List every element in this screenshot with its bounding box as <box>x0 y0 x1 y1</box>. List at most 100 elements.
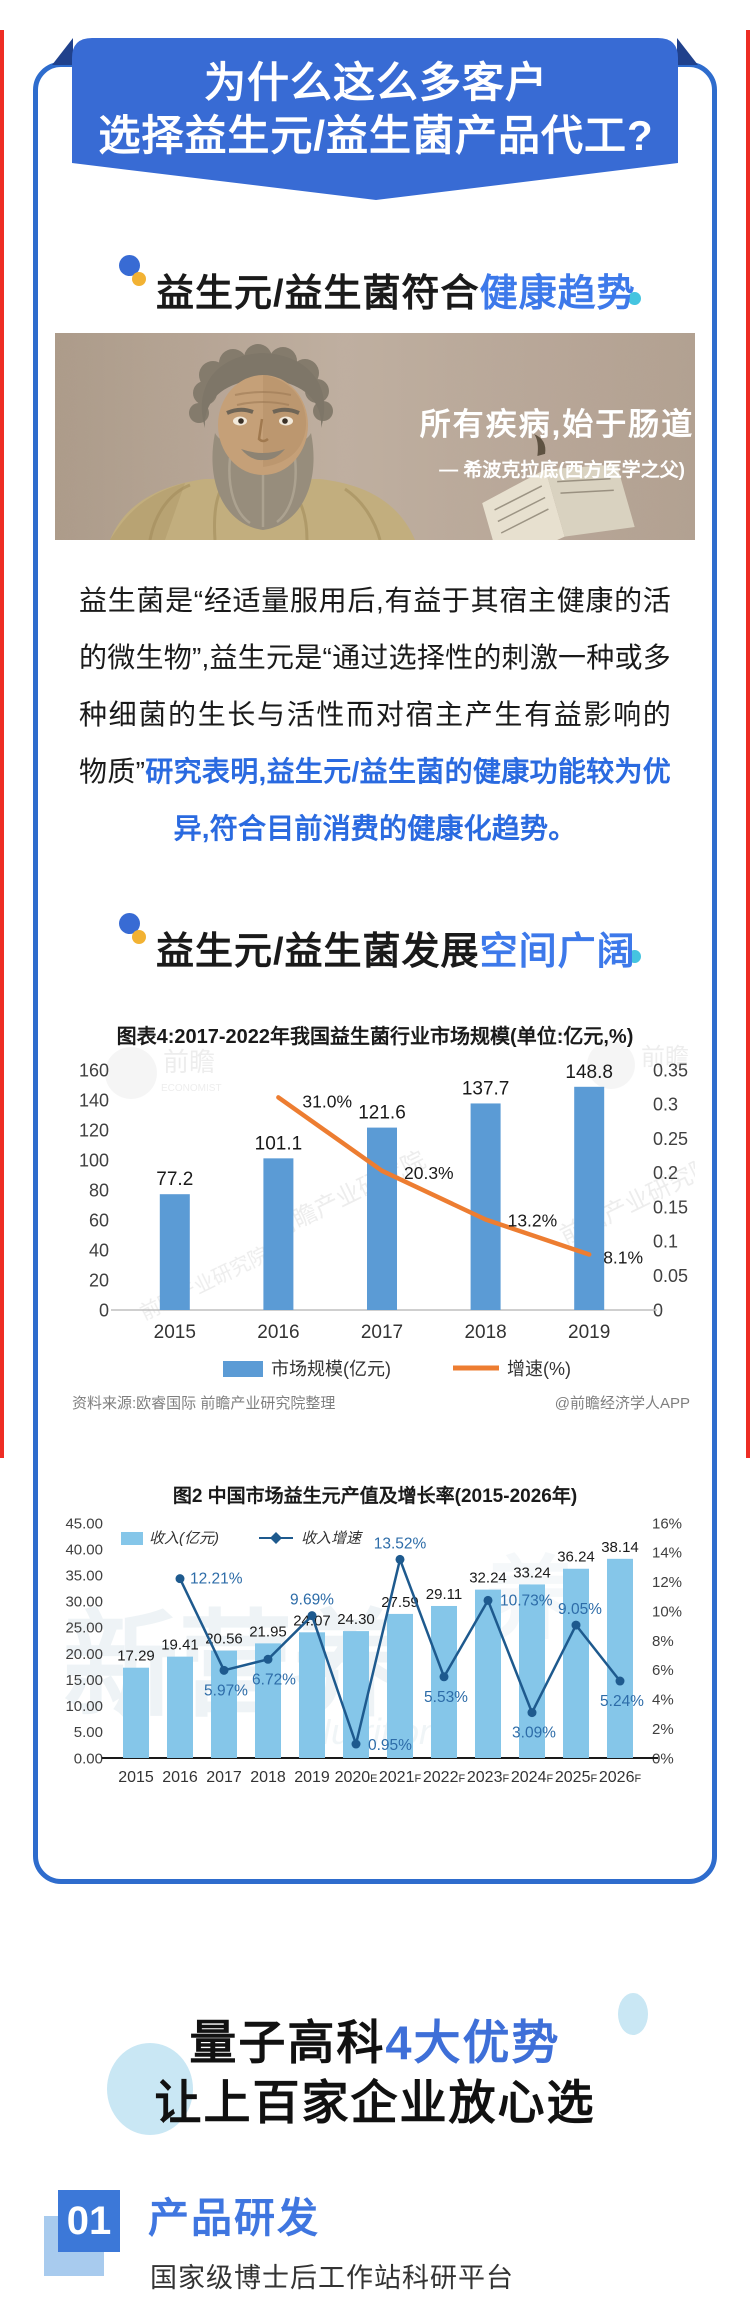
x-axis-label: 2017 <box>361 1322 403 1343</box>
bar-2019 <box>299 1632 325 1758</box>
advantage1-title: 产品研发 <box>148 2195 320 2241</box>
left-axis-tick: 60 <box>89 1210 109 1230</box>
left-axis-tick: 100 <box>79 1150 109 1170</box>
bar-2015 <box>159 1194 190 1310</box>
paragraph-normal-text: 益生菌是“经适量服用后,有益于其宿主健康的活的微生物”,益生元是“通过选择性的刺… <box>79 585 671 787</box>
right-axis-tick: 0.05 <box>653 1266 688 1286</box>
legend-bar-swatch <box>121 1532 143 1545</box>
decorative-ellipse-large <box>107 2043 193 2135</box>
page-title-line2: 选择益生元/益生菌产品代工? <box>98 112 654 159</box>
hero-attribution: — 希波克拉底(西方医学之父) <box>439 458 685 481</box>
portrait <box>110 344 415 540</box>
hippocrates-image: 所有疾病,始于肠道 — 希波克拉底(西方医学之父) <box>55 333 695 540</box>
x-axis-label: 2015 <box>118 1769 154 1786</box>
advantage1-subtitle: 国家级博士后工作站科研平台 <box>150 2263 514 2293</box>
x-axis-label: 2022F <box>423 1769 466 1786</box>
left-axis-tick: 160 <box>79 1060 109 1080</box>
section2-heading-black: 益生元/益生菌发展 <box>156 931 480 973</box>
left-axis-tick: 5.00 <box>74 1724 103 1741</box>
section2-heading: 益生元/益生菌发展空间广阔 <box>156 920 636 975</box>
footer-heading-black: 量子高科 <box>189 2016 386 2069</box>
bar-value-label: 38.14 <box>601 1539 639 1556</box>
line-marker <box>395 1554 405 1564</box>
growth-rate-label: 20.3% <box>404 1163 454 1183</box>
watermark: 前瞻 ECONOMIST 前瞻 前瞻产业研究院 前瞻产业研究院 前瞻产业研究院 <box>105 1041 695 1325</box>
chart-title: 图表4:2017-2022年我国益生菌行业市场规模(单位:亿元,%) <box>117 1024 634 1048</box>
legend-bar-label: 市场规模(亿元) <box>271 1359 391 1379</box>
line-marker <box>219 1665 229 1675</box>
line-marker <box>483 1595 493 1605</box>
left-axis-tick: 40 <box>89 1240 109 1260</box>
paragraph-highlight-text: 研究表明,益生元/益生菌的健康功能较为优异,符合目前消费的健康化趋势。 <box>145 756 671 844</box>
right-axis-tick: 8% <box>652 1633 674 1650</box>
svg-text:前瞻: 前瞻 <box>163 1047 215 1077</box>
left-axis-tick: 120 <box>79 1120 109 1140</box>
chart-source-right: @前瞻经济学人APP <box>554 1395 690 1412</box>
bar-2017 <box>367 1127 397 1310</box>
bar-2015 <box>123 1667 149 1758</box>
growth-rate-label: 13.52% <box>374 1535 427 1552</box>
decorative-yellow-dot <box>132 272 146 286</box>
x-axis-label: 2026F <box>599 1769 642 1786</box>
bar-value-label: 148.8 <box>565 1062 613 1083</box>
intro-paragraph: 益生菌是“经适量服用后,有益于其宿主健康的活的微生物”,益生元是“通过选择性的刺… <box>79 572 671 857</box>
page-title-line1: 为什么这么多客户 <box>203 59 548 106</box>
bar-2024F <box>519 1584 545 1758</box>
left-axis-tick: 0.00 <box>74 1750 103 1767</box>
line-marker <box>351 1739 361 1749</box>
bar-value-label: 21.95 <box>249 1623 287 1640</box>
growth-rate-label: 9.05% <box>558 1601 602 1618</box>
ribbon-fold-right <box>677 38 698 65</box>
bar-value-label: 19.41 <box>161 1637 199 1654</box>
right-axis-tick: 0.2 <box>653 1163 678 1183</box>
bar-value-label: 24.30 <box>337 1611 375 1628</box>
chart-title: 图2 中国市场益生元产值及增长率(2015-2026年) <box>173 1484 577 1507</box>
growth-rate-label: 5.24% <box>600 1693 644 1710</box>
decorative-blue-dot <box>119 255 140 276</box>
right-axis-tick: 6% <box>652 1662 674 1679</box>
left-axis-tick: 0 <box>99 1300 109 1320</box>
x-axis-label: 2016 <box>257 1322 299 1343</box>
right-axis-tick: 0.15 <box>653 1197 688 1217</box>
page-title: 为什么这么多客户 选择益生元/益生菌产品代工? <box>72 56 680 162</box>
bar-2026F <box>607 1558 633 1758</box>
bar-value-label: 36.24 <box>557 1549 595 1566</box>
legend-line-label: 增速(%) <box>507 1359 571 1379</box>
legend-line-label: 收入增速 <box>301 1530 363 1547</box>
section1-heading-black: 益生元/益生菌符合 <box>156 273 480 315</box>
left-axis-tick: 80 <box>89 1180 109 1200</box>
bar-2020E <box>343 1631 369 1758</box>
x-axis-label: 2025F <box>555 1769 598 1786</box>
left-axis-tick: 40.00 <box>65 1541 103 1558</box>
bar-value-label: 33.24 <box>513 1564 551 1581</box>
legend-bar-swatch <box>223 1361 263 1377</box>
left-edge-accent <box>0 30 4 1458</box>
right-axis-tick: 0% <box>652 1750 674 1767</box>
line-marker <box>307 1611 317 1621</box>
chart-source-left: 资料来源:欧睿国际 前瞻产业研究院整理 <box>72 1395 336 1412</box>
x-axis-label: 2021F <box>379 1769 422 1786</box>
bar-2022F <box>431 1605 457 1758</box>
right-edge-accent <box>746 30 750 1458</box>
svg-text:Nutrition: Nutrition <box>305 1711 439 1752</box>
bar-2016 <box>167 1656 193 1758</box>
line-marker <box>615 1676 625 1686</box>
bar-value-label: 17.29 <box>117 1648 155 1665</box>
left-axis-tick: 15.00 <box>65 1672 103 1689</box>
legend-line-marker <box>270 1532 282 1544</box>
section2-heading-blue: 空间广阔 <box>479 931 636 973</box>
left-axis-tick: 35.00 <box>65 1567 103 1584</box>
output-value-chart: 新营养 养 Nutrition 图2 中国市场益生元产值及增长率(2015-20… <box>63 1484 682 1786</box>
growth-rate-label: 31.0% <box>302 1091 352 1111</box>
hero-quote: 所有疾病,始于肠道 <box>420 407 695 442</box>
x-axis-label: 2020E <box>335 1769 378 1786</box>
growth-rate-label: 6.72% <box>252 1671 296 1688</box>
left-axis-tick: 140 <box>79 1090 109 1110</box>
bar-value-label: 29.11 <box>426 1586 462 1603</box>
bar-2025F <box>563 1568 589 1758</box>
growth-rate-label: 12.21% <box>190 1571 243 1588</box>
growth-rate-label: 9.69% <box>290 1592 334 1609</box>
footer-heading-line2: 让上百家企业放心选 <box>154 2076 596 2129</box>
growth-rate-label: 5.53% <box>424 1689 468 1706</box>
legend-bar-label: 收入(亿元) <box>149 1530 219 1547</box>
